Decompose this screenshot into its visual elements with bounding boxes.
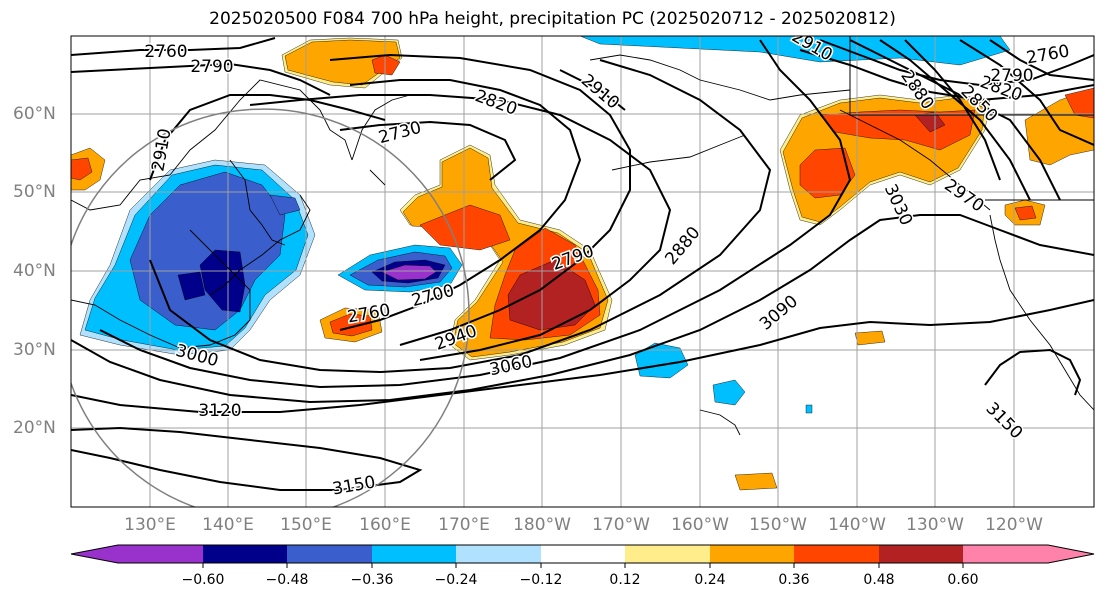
pc-region-cyan-1 [634,342,689,379]
coast-kamchatka [351,94,411,186]
us-canada-box [849,36,1094,201]
longitude-label: 140°W [828,515,886,535]
contour-3120 [71,299,1094,413]
colorbar-segment [287,545,372,563]
pc-region-asia-blue [129,171,286,331]
colorbar-segment [710,545,794,563]
colorbar-tick-label: 0.12 [609,572,641,588]
colorbar-tick-label: 0.48 [863,572,895,588]
gray-circle [71,108,470,507]
pc-region-small-orange-2 [734,472,778,491]
colorbar-tick-label: −0.12 [519,572,563,588]
colorbar-outline [70,544,1095,564]
colorbar-tick-label: −0.48 [265,572,309,588]
contour-northeast-a [819,39,1094,87]
contour-label: 3120 [198,401,241,421]
contour-label: 2760 [144,42,187,62]
pc-region-pacific-purple [381,264,437,281]
coast-alaska [589,54,991,211]
contour-2730 [339,120,517,181]
colorbar-tick-label: 0.60 [947,572,979,588]
pc-region-canada-red [1014,205,1037,221]
pc-region-asia-navy [199,249,246,313]
colorbar-right-arrow [1048,545,1094,563]
contour-2910-left [149,94,386,181]
pc-region-cyan-2 [712,379,746,406]
contour-northeast-g [959,39,1094,146]
contour-2790-north [71,62,331,96]
longitude-label: 130°W [906,515,964,535]
coast-islands [611,134,746,436]
coast-north-america [989,214,1094,411]
contour-2880-a [329,53,631,346]
longitude-label: 130°E [124,515,176,535]
latitude-label: 20°N [13,418,56,438]
height-contours [71,37,1094,491]
contour-3060 [99,39,852,389]
longitude-label: 150°E [280,515,332,535]
colorbar-tick-label: 0.36 [778,572,810,588]
pc-region-northeast-red [1064,87,1094,119]
pc-region-bering-orange [284,39,401,86]
contour-label: 2790 [990,66,1033,86]
colorbar-segment [203,545,287,563]
colorbar-segment [625,545,710,563]
contour-label: 2790 [190,57,233,77]
colorbar-tick-label: −0.24 [434,572,478,588]
colorbar-left-arrow [71,545,118,563]
longitude-label: 140°E [202,515,254,535]
negative-pc-shading [79,36,1011,414]
contour-northeast-c [849,39,1061,201]
colorbar-tick-label: −0.36 [350,572,394,588]
coast-asia [71,79,353,349]
colorbar-tick-label: −0.60 [181,572,225,588]
colorbar [70,544,1095,568]
longitude-label: 170°E [438,515,490,535]
longitude-label: 160°W [671,515,729,535]
positive-pc-shading [71,37,1094,491]
map-title: 2025020500 F084 700 hPa height, precipit… [209,9,896,29]
contour-2940 [249,94,672,361]
contour-3150-right [984,348,1082,396]
longitude-label: 120°W [985,515,1043,535]
pc-region-top-cyan [579,36,1011,66]
colorbar-tick-label: 0.24 [694,572,726,588]
contour-2910-b [559,69,626,111]
pc-region-asia-blue-2 [269,194,301,216]
contour-3000 [149,59,772,374]
coastlines [71,54,1094,436]
colorbar-segment [879,545,963,563]
contour-3150-loop [71,426,423,491]
contour-northeast-f [989,39,1094,81]
latitude-label: 40°N [13,261,56,281]
colorbar-segment [794,545,879,563]
longitude-label: 160°E [359,515,411,535]
colorbar-segment [456,545,541,563]
contour-2820 [339,79,582,331]
pc-region-west-red [71,157,93,181]
latitude-label: 50°N [13,182,56,202]
colorbar-segment [118,545,203,563]
colorbar-segment [963,545,1048,563]
longitude-label: 170°W [592,515,650,535]
contour-3090 [71,214,1094,404]
contour-northeast-e [904,39,1001,181]
longitude-label: 150°W [749,515,807,535]
colorbar-segment [372,545,456,563]
map-frame [70,35,1095,508]
colorbar-segment [541,545,625,563]
longitude-label: 180°W [513,515,571,535]
pc-region-cyan-3 [805,404,813,414]
coast-japan [209,194,311,296]
contour-2760-north [71,37,276,56]
latitude-label: 30°N [13,340,56,360]
latitude-label: 60°N [13,104,56,124]
pc-region-asia-navy-2 [177,271,206,301]
pc-region-alaska-darkred [914,111,946,133]
pc-region-central-darkred [507,259,596,331]
